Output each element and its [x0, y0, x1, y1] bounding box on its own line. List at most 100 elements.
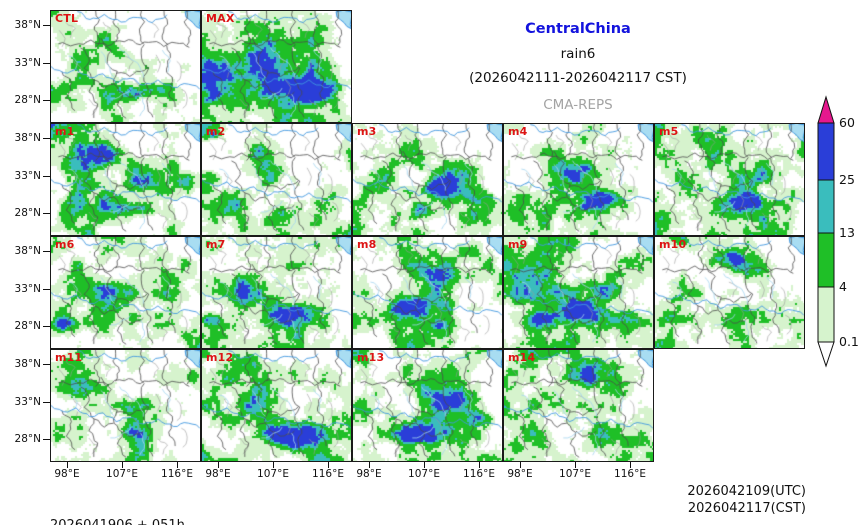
panel-label: m11: [55, 351, 83, 364]
lat-tick: [43, 439, 50, 440]
panel-m14: m14: [503, 349, 654, 462]
precip-map-canvas: [353, 124, 502, 235]
lat-tick: [43, 100, 50, 101]
lat-tick: [43, 326, 50, 327]
precip-map-canvas: [353, 237, 502, 348]
panel-MAX: MAX: [201, 10, 352, 123]
colorbar-label-4: 4: [839, 279, 847, 294]
title-region: CentralChina: [525, 21, 631, 37]
footer-valid-times: 2026042109(UTC) 2026042117(CST): [561, 483, 806, 517]
lat-tick-label: 28°N: [14, 207, 41, 219]
panel-m7: m7: [201, 236, 352, 349]
lat-tick-label: 28°N: [14, 94, 41, 106]
colorbar-label-60: 60: [839, 115, 855, 130]
precip-map-canvas: [202, 237, 351, 348]
precip-map-canvas: [202, 11, 351, 122]
lon-tick: [630, 462, 631, 468]
lon-tick-label: 116°E: [614, 468, 646, 480]
panel-label: m2: [206, 125, 226, 138]
panel-m8: m8: [352, 236, 503, 349]
panel-m4: m4: [503, 123, 654, 236]
lat-tick: [43, 289, 50, 290]
lon-tick: [369, 462, 370, 468]
colorbar-label-25: 25: [839, 172, 855, 187]
lon-tick: [273, 462, 274, 468]
panel-label: m3: [357, 125, 377, 138]
panel-label: m5: [659, 125, 679, 138]
lon-tick: [122, 462, 123, 468]
lat-tick: [43, 63, 50, 64]
lat-tick-label: 38°N: [14, 245, 41, 257]
precip-map-canvas: [504, 350, 653, 461]
lat-tick-label: 28°N: [14, 433, 41, 445]
panel-label: m14: [508, 351, 536, 364]
lon-tick: [328, 462, 329, 468]
panel-label: m4: [508, 125, 528, 138]
lon-tick-label: 116°E: [312, 468, 344, 480]
lon-tick-label: 107°E: [106, 468, 138, 480]
precip-map-canvas: [51, 124, 200, 235]
footer-init-times: 2026041906 + 051h 2026041914 + 051h: [50, 483, 185, 525]
panel-label: CTL: [55, 12, 79, 25]
panel-m10: m10: [654, 236, 805, 349]
lat-tick-label: 38°N: [14, 358, 41, 370]
footer-init-line1: 2026041906 + 051h: [50, 517, 185, 525]
title-model: CMA-REPS: [543, 97, 613, 113]
panel-m6: m6: [50, 236, 201, 349]
precip-map-canvas: [202, 350, 351, 461]
title-variable: rain6: [560, 46, 596, 62]
colorbar-over-arrow: [817, 95, 835, 124]
panel-label: m1: [55, 125, 75, 138]
title-period: (2026042111-2026042117 CST): [469, 70, 687, 86]
panel-m12: m12: [201, 349, 352, 462]
precip-map-canvas: [504, 124, 653, 235]
lat-tick: [43, 138, 50, 139]
panel-label: m12: [206, 351, 234, 364]
lat-tick-label: 38°N: [14, 19, 41, 31]
panel-label: m13: [357, 351, 385, 364]
panel-CTL: CTL: [50, 10, 201, 123]
footer-valid-cst: 2026042117(CST): [687, 501, 806, 516]
colorbar-segment-green: [817, 232, 835, 288]
colorbar-label-13: 13: [839, 225, 855, 240]
lon-tick-label: 116°E: [161, 468, 193, 480]
panel-m11: m11: [50, 349, 201, 462]
lat-tick: [43, 25, 50, 26]
panel-m1: m1: [50, 123, 201, 236]
lon-tick-label: 107°E: [408, 468, 440, 480]
lon-tick-label: 98°E: [205, 468, 231, 480]
panel-label: m8: [357, 238, 377, 251]
lon-tick-label: 98°E: [356, 468, 382, 480]
panel-label: m7: [206, 238, 226, 251]
colorbar-under-arrow: [817, 341, 835, 368]
precip-map-canvas: [504, 237, 653, 348]
lat-tick-label: 28°N: [14, 320, 41, 332]
precip-map-canvas: [353, 350, 502, 461]
precip-map-canvas: [51, 11, 200, 122]
lat-tick-label: 33°N: [14, 283, 41, 295]
lon-tick-label: 98°E: [54, 468, 80, 480]
lon-tick: [479, 462, 480, 468]
lon-tick-label: 98°E: [507, 468, 533, 480]
panel-label: m6: [55, 238, 75, 251]
panel-m13: m13: [352, 349, 503, 462]
colorbar-svg: 60 25 13 4 0.1: [817, 95, 859, 368]
lat-tick: [43, 176, 50, 177]
colorbar-label-0.1: 0.1: [839, 334, 859, 349]
lat-tick-label: 38°N: [14, 132, 41, 144]
footer-valid-utc: 2026042109(UTC): [687, 484, 806, 499]
precip-map-canvas: [655, 237, 804, 348]
lat-tick-label: 33°N: [14, 396, 41, 408]
precip-map-canvas: [655, 124, 804, 235]
lon-tick: [424, 462, 425, 468]
panel-m5: m5: [654, 123, 805, 236]
lon-tick: [177, 462, 178, 468]
panel-label: m9: [508, 238, 528, 251]
colorbar: 60 25 13 4 0.1: [810, 94, 860, 369]
lon-tick-label: 107°E: [559, 468, 591, 480]
lon-tick: [520, 462, 521, 468]
precip-map-canvas: [202, 124, 351, 235]
lat-tick-label: 33°N: [14, 57, 41, 69]
lat-tick: [43, 213, 50, 214]
